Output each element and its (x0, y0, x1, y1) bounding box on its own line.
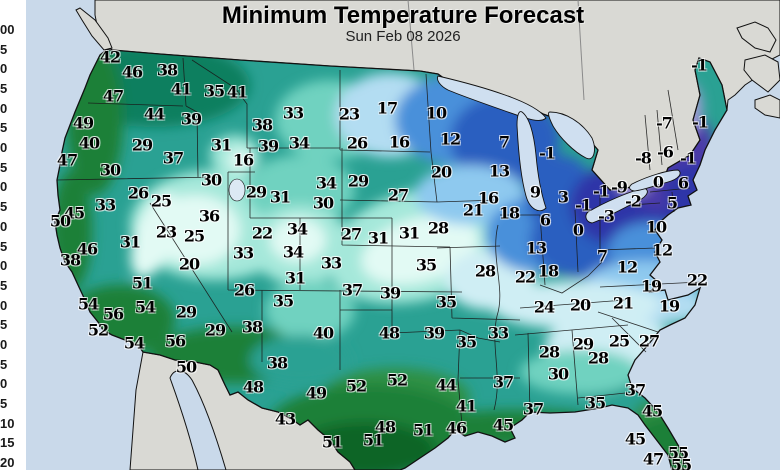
nova-scotia-islands (736, 21, 780, 119)
lake-superior (437, 75, 547, 121)
scale-tick-label: 00 (0, 22, 15, 37)
scale-tick-label: 5 (0, 120, 8, 136)
scale-tick-label: 0 (0, 61, 8, 77)
scale-tick-label: 10 (0, 415, 15, 431)
great-lakes (228, 75, 681, 224)
scale-tick-label: 0 (0, 100, 8, 116)
scale-tick-label: 0 (0, 376, 8, 392)
scale-tick-label: 5 (0, 277, 8, 293)
scale-tick-label: 0 (0, 297, 8, 313)
great-salt-lake (228, 178, 246, 202)
vancouver-island (75, 7, 113, 51)
scale-tick-label: 0 (0, 336, 8, 352)
left-scale: 00 5 0 5 0 5 0 5 0 5 0 5 0 5 0 5 0 5 0 5 10 15 20 (0, 0, 26, 470)
lake-michigan (516, 111, 547, 212)
scale-tick-label: 20 (0, 455, 15, 470)
lake-ontario (629, 169, 681, 192)
gulf-of-california (169, 370, 227, 470)
scale-tick-label: 0 (0, 218, 8, 234)
lake-huron (548, 111, 595, 160)
scale-tick-label: 5 (0, 81, 8, 97)
scale-tick-label: 5 (0, 317, 8, 333)
scale-tick-label: 5 (0, 199, 8, 215)
scale-tick-label: 0 (0, 179, 8, 195)
scale-tick-label: 0 (0, 140, 8, 156)
lake-erie (585, 187, 648, 224)
canada-province-borders (407, 0, 585, 101)
scale-tick-label: 0 (0, 258, 8, 274)
scale-tick-label: 5 (0, 41, 8, 57)
scale-tick-label: 5 (0, 395, 8, 411)
scale-tick-label: 5 (0, 159, 8, 175)
scale-tick-label: 15 (0, 435, 15, 451)
scale-tick-label: 5 (0, 238, 8, 254)
scale-tick-label: 5 (0, 356, 8, 372)
